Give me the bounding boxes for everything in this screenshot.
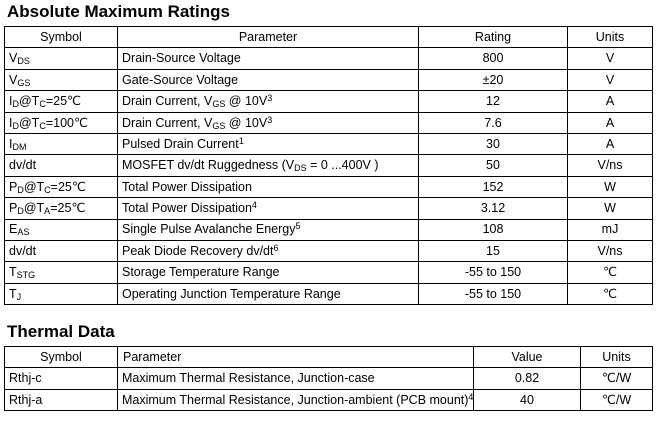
symbol-cell: VGS xyxy=(4,68,118,92)
rating-cell: 50 xyxy=(418,154,568,177)
units-cell: V xyxy=(567,47,653,70)
rating-cell: 30 xyxy=(418,132,568,156)
table-row: TJ Operating Junction Temperature Range -5… xyxy=(4,282,653,306)
rating-cell: 152 xyxy=(418,175,568,199)
table-row: Rthj-c Maximum Thermal Resistance, Juncti… xyxy=(4,367,653,390)
parameter-cell: Pulsed Drain Current1 xyxy=(117,132,419,156)
units-cell: V/ns xyxy=(567,154,653,177)
units-cell: A xyxy=(567,132,653,156)
units-cell: ℃/W xyxy=(580,367,653,390)
thermal-header-parameter: Parameter xyxy=(117,346,474,369)
table-row: dv/dt MOSFET dv/dt Ruggedness (VDS = 0 ..… xyxy=(4,154,653,177)
value-cell: 0.82 xyxy=(473,367,581,390)
symbol-cell: ID@TC=25℃ xyxy=(4,90,118,113)
table-row: PD@TA=25℃ Total Power Dissipation4 3.12 W xyxy=(4,197,653,220)
units-cell: ℃ xyxy=(567,282,653,306)
table-row: EAS Single Pulse Avalanche Energy5 108 mJ xyxy=(4,218,653,241)
parameter-cell: Drain-Source Voltage xyxy=(117,47,419,70)
thermal-header-row: Symbol Parameter Value Units xyxy=(4,346,653,369)
absolute-maximum-ratings-table: Symbol Parameter Rating Units VDS Drain-S… xyxy=(4,25,653,306)
parameter-cell: Storage Temperature Range xyxy=(117,261,419,284)
absolute-maximum-ratings-title: Absolute Maximum Ratings xyxy=(7,2,230,21)
symbol-cell: Rthj-c xyxy=(4,367,118,390)
table-row: VDS Drain-Source Voltage 800 V xyxy=(4,47,653,70)
table-row: VGS Gate-Source Voltage ±20 V xyxy=(4,68,653,92)
parameter-cell: Single Pulse Avalanche Energy5 xyxy=(117,218,419,241)
units-cell: ℃ xyxy=(567,261,653,284)
symbol-cell: VDS xyxy=(4,47,118,70)
rating-cell: 3.12 xyxy=(418,197,568,220)
rating-cell: 12 xyxy=(418,90,568,113)
units-cell: V/ns xyxy=(567,239,653,263)
units-cell: ℃/W xyxy=(580,388,653,412)
parameter-cell: Peak Diode Recovery dv/dt6 xyxy=(117,239,419,263)
absolute-maximum-ratings-section: Absolute Maximum Ratings Symbol Paramete… xyxy=(4,2,656,306)
rating-cell: -55 to 150 xyxy=(418,261,568,284)
thermal-header-units: Units xyxy=(580,346,653,369)
table-row: IDM Pulsed Drain Current1 30 A xyxy=(4,132,653,156)
table-row: ID@TC=25℃ Drain Current, VGS @ 10V3 12 A xyxy=(4,90,653,113)
units-cell: A xyxy=(567,90,653,113)
units-cell: V xyxy=(567,68,653,92)
abs-header-rating: Rating xyxy=(418,25,568,49)
parameter-cell: Drain Current, VGS @ 10V3 xyxy=(117,111,419,134)
rating-cell: 108 xyxy=(418,218,568,241)
units-cell: W xyxy=(567,175,653,199)
symbol-cell: Rthj-a xyxy=(4,388,118,412)
rating-cell: ±20 xyxy=(418,68,568,92)
table-row: PD@TC=25℃ Total Power Dissipation 152 W xyxy=(4,175,653,199)
table-row: dv/dt Peak Diode Recovery dv/dt6 15 V/ns xyxy=(4,239,653,263)
value-cell: 40 xyxy=(473,388,581,412)
units-cell: A xyxy=(567,111,653,134)
parameter-cell: Drain Current, VGS @ 10V3 xyxy=(117,90,419,113)
thermal-header-symbol: Symbol xyxy=(4,346,118,369)
rating-cell: 7.6 xyxy=(418,111,568,134)
thermal-data-section: Thermal Data Symbol Parameter Value Unit… xyxy=(4,322,656,412)
rating-cell: 15 xyxy=(418,239,568,263)
thermal-data-title: Thermal Data xyxy=(7,322,115,342)
rating-cell: 800 xyxy=(418,47,568,70)
symbol-cell: IDM xyxy=(4,132,118,156)
symbol-cell: TJ xyxy=(4,282,118,306)
parameter-cell: Total Power Dissipation4 xyxy=(117,197,419,220)
parameter-cell: Total Power Dissipation xyxy=(117,175,419,199)
abs-header-parameter: Parameter xyxy=(117,25,419,49)
symbol-cell: TSTG xyxy=(4,261,118,284)
parameter-cell: Operating Junction Temperature Range xyxy=(117,282,419,306)
symbol-cell: dv/dt xyxy=(4,154,118,177)
abs-header-row: Symbol Parameter Rating Units xyxy=(4,25,653,49)
parameter-cell: Maximum Thermal Resistance, Junction-amb… xyxy=(117,388,474,412)
rating-cell: -55 to 150 xyxy=(418,282,568,306)
table-row: Rthj-a Maximum Thermal Resistance, Juncti… xyxy=(4,388,653,412)
units-cell: W xyxy=(567,197,653,220)
table-row: TSTG Storage Temperature Range -55 to 150 ℃ xyxy=(4,261,653,284)
abs-header-units: Units xyxy=(567,25,653,49)
symbol-cell: PD@TC=25℃ xyxy=(4,175,118,199)
symbol-cell: EAS xyxy=(4,218,118,241)
symbol-cell: PD@TA=25℃ xyxy=(4,197,118,220)
parameter-cell: Maximum Thermal Resistance, Junction-cas… xyxy=(117,367,474,390)
thermal-header-value: Value xyxy=(473,346,581,369)
thermal-data-table: Symbol Parameter Value Units Rthj-c Maxim… xyxy=(4,346,653,412)
symbol-cell: dv/dt xyxy=(4,239,118,263)
abs-header-symbol: Symbol xyxy=(4,25,118,49)
parameter-cell: MOSFET dv/dt Ruggedness (VDS = 0 ...400V… xyxy=(117,154,419,177)
parameter-cell: Gate-Source Voltage xyxy=(117,68,419,92)
units-cell: mJ xyxy=(567,218,653,241)
symbol-cell: ID@TC=100℃ xyxy=(4,111,118,134)
table-row: ID@TC=100℃ Drain Current, VGS @ 10V3 7.6 A xyxy=(4,111,653,134)
